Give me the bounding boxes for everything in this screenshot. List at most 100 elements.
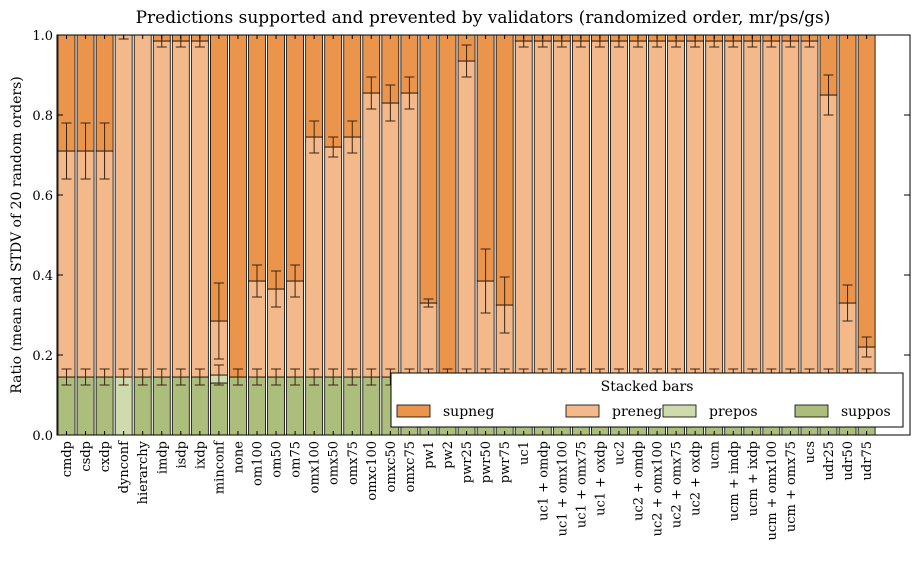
x-tick-label-29: uc2 xyxy=(612,441,627,465)
bar-supneg-12 xyxy=(286,34,305,282)
y-tick-label-1: 0.2 xyxy=(32,349,53,364)
legend-label-prepos: prepos xyxy=(709,404,758,420)
bar-suppos-5 xyxy=(152,376,171,436)
x-tick-label-36: ucm + ixdp xyxy=(746,441,761,516)
bar-preneg-33 xyxy=(686,40,705,378)
x-tick-label-25: uc1 + omdp xyxy=(536,441,551,521)
chart-title: Predictions supported and prevented by v… xyxy=(136,8,831,28)
bar-preneg-28 xyxy=(591,40,609,378)
bar-preneg-7 xyxy=(190,40,209,378)
bar-preneg-25 xyxy=(533,40,552,378)
bar-preneg-14 xyxy=(324,146,343,378)
x-tick-label-21: pwr25 xyxy=(460,441,475,483)
errorbar-lower-7 xyxy=(194,368,205,386)
x-tick-label-39: ucs xyxy=(803,441,818,463)
errorbar-upper-12 xyxy=(290,264,301,298)
bar-supneg-9 xyxy=(229,34,247,378)
bar-preneg-32 xyxy=(667,40,685,378)
bar-supneg-11 xyxy=(267,34,285,290)
errorbar-upper-21 xyxy=(461,44,472,78)
y-axis-label: Ratio (mean and STDV of 20 random orders… xyxy=(9,76,25,393)
x-tick-label-10: om100 xyxy=(251,441,266,486)
x-tick-label-12: om75 xyxy=(289,441,304,478)
bar-supneg-20 xyxy=(438,34,457,378)
legend-swatch-prepos xyxy=(662,404,697,418)
errorbar-upper-2 xyxy=(99,122,110,180)
x-tick-label-34: ucm xyxy=(708,441,723,469)
bar-preneg-26 xyxy=(552,40,571,378)
bar-suppos-12 xyxy=(286,376,305,436)
bar-preneg-17 xyxy=(381,102,400,378)
bar-suppos-11 xyxy=(267,376,285,436)
errorbar-lower-2 xyxy=(99,368,110,386)
bar-supneg-14 xyxy=(324,34,343,148)
bar-preneg-37 xyxy=(762,40,781,378)
legend-label-supneg: supneg xyxy=(443,404,494,420)
errorbar-upper-41 xyxy=(842,284,853,322)
y-tick-label-0: 0.0 xyxy=(32,429,53,444)
x-tick-label-0: cmdp xyxy=(60,441,75,477)
y-tick-label-2: 0.4 xyxy=(32,269,53,284)
errorbar-lower-3 xyxy=(118,368,129,386)
errorbar-upper-23 xyxy=(499,276,510,334)
bar-preneg-21 xyxy=(457,60,476,378)
x-tick-label-18: omxc75 xyxy=(403,441,418,492)
legend-entry-supneg: supneg xyxy=(396,404,494,420)
bar-preneg-34 xyxy=(705,40,724,378)
x-tick-label-23: pwr75 xyxy=(498,441,513,483)
legend-entries: supneg preneg prepos suppos xyxy=(396,404,891,420)
x-tick-label-42: udr75 xyxy=(860,441,875,480)
errorbar-lower-16 xyxy=(366,368,377,386)
legend: Stacked bars supneg preneg prepos suppos xyxy=(390,372,904,428)
legend-frame xyxy=(390,372,904,428)
x-tick-label-33: uc2 + oxdp xyxy=(689,441,704,516)
x-tick-label-3: dynconf xyxy=(117,440,132,494)
errorbar-lower-15 xyxy=(347,368,358,386)
x-tick-label-9: none xyxy=(231,441,246,474)
bar-suppos-15 xyxy=(343,376,362,436)
x-tick-label-2: cxdp xyxy=(98,441,113,472)
x-tick-label-17: omxc50 xyxy=(384,441,399,492)
x-tick-label-27: uc1 + omx75 xyxy=(574,441,589,528)
errorbar-upper-11 xyxy=(271,270,282,308)
axes-layer: cmdp csdp cxdp dynconf hierarchy imdp isdp ixdp… xyxy=(32,29,911,540)
x-tick-label-15: omx75 xyxy=(346,441,361,485)
errorbar-lower-13 xyxy=(309,368,320,386)
bar-preneg-3 xyxy=(114,34,133,378)
bar-preneg-2 xyxy=(95,150,114,378)
bar-supneg-10 xyxy=(248,34,266,282)
bar-suppos-1 xyxy=(76,376,95,436)
x-tick-label-26: uc1 + omx100 xyxy=(555,441,570,536)
bar-supneg-8 xyxy=(209,34,228,322)
errorbar-upper-13 xyxy=(309,120,320,154)
legend-swatch-suppos xyxy=(794,404,829,418)
bar-suppos-0 xyxy=(57,376,76,436)
bar-supneg-42 xyxy=(857,34,876,348)
x-tick-label-19: pw1 xyxy=(422,441,437,469)
bar-supneg-23 xyxy=(495,34,514,306)
errorbar-upper-16 xyxy=(366,76,377,110)
errorbar-lower-6 xyxy=(175,368,186,386)
y-tick-label-3: 0.6 xyxy=(32,189,53,204)
bar-preneg-1 xyxy=(76,150,95,378)
x-tick-label-41: udr50 xyxy=(841,441,856,480)
errorbar-upper-18 xyxy=(404,76,415,110)
bar-prepos-3 xyxy=(114,376,133,436)
x-tick-label-38: ucm + omx75 xyxy=(784,441,799,532)
bar-preneg-36 xyxy=(743,40,762,378)
x-tick-label-31: uc2 + omx100 xyxy=(651,441,666,536)
bar-supneg-22 xyxy=(476,34,495,282)
legend-swatch-supneg xyxy=(396,404,431,418)
bar-preneg-4 xyxy=(133,34,152,378)
bar-preneg-30 xyxy=(629,40,647,378)
bar-supneg-19 xyxy=(419,34,438,304)
x-tick-label-32: uc2 + omx75 xyxy=(670,441,685,528)
bar-suppos-16 xyxy=(362,376,381,436)
plot-frame xyxy=(56,34,911,436)
errorbar-upper-10 xyxy=(252,264,262,298)
x-tick-label-8: minconf xyxy=(212,440,227,494)
errorbar-lower-5 xyxy=(156,368,167,386)
x-tick-label-13: omx100 xyxy=(308,441,323,493)
legend-title: Stacked bars xyxy=(601,379,694,395)
bar-suppos-9 xyxy=(229,376,247,436)
